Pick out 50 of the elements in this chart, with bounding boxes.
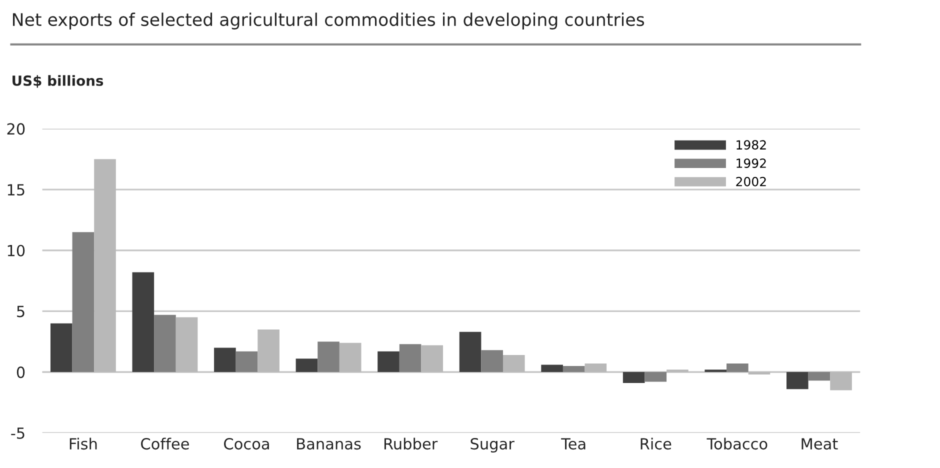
bar <box>296 358 318 372</box>
x-tick-label: Tobacco <box>706 438 768 450</box>
bar <box>214 348 236 372</box>
bar <box>236 351 258 372</box>
x-tick-label: Rice <box>640 438 672 450</box>
bar <box>399 344 422 372</box>
chart-title: Net exports of selected agricultural commodities in developing countries <box>12 12 644 30</box>
bar <box>94 159 116 372</box>
bar <box>176 317 198 372</box>
bar <box>154 314 176 372</box>
bar <box>459 332 482 372</box>
bar <box>421 345 444 372</box>
bar <box>502 355 525 372</box>
legend-label: 2002 <box>736 176 766 186</box>
x-tick-label: Cocoa <box>224 438 269 450</box>
bar <box>378 351 400 372</box>
y-tick-label: 10 <box>8 244 25 256</box>
x-tick-label: Sugar <box>470 438 514 453</box>
bar <box>132 272 154 372</box>
x-tick-label: Coffee <box>141 438 189 450</box>
y-tick-label: -5 <box>11 428 24 439</box>
bar <box>584 364 607 372</box>
y-tick-label: 20 <box>7 123 25 135</box>
bar <box>72 232 94 372</box>
bar <box>258 329 280 372</box>
x-tick-label: Rubber <box>384 438 438 450</box>
legend-label: 1982 <box>736 140 766 150</box>
x-tick-label: Tea <box>561 438 586 450</box>
bar <box>726 364 748 372</box>
bar <box>786 372 808 390</box>
bar <box>50 323 72 372</box>
y-tick-label: 0 <box>16 366 25 378</box>
y-tick-label: 15 <box>8 184 24 196</box>
bar <box>830 372 852 390</box>
y-tick-label: 5 <box>17 306 24 318</box>
x-tick-label: Bananas <box>297 438 361 450</box>
legend-label: 1992 <box>736 158 766 168</box>
bar <box>644 372 667 382</box>
bar <box>622 372 645 384</box>
bar <box>339 342 362 372</box>
x-tick-label: Meat <box>802 438 838 450</box>
bar <box>562 366 585 372</box>
y-axis-title: US$ billions <box>12 75 104 88</box>
x-tick-label: Fish <box>70 438 97 450</box>
bar <box>481 350 503 372</box>
bar <box>318 342 340 372</box>
bar <box>704 370 727 372</box>
bar <box>808 372 830 381</box>
bar <box>666 370 688 372</box>
bar <box>541 364 563 372</box>
